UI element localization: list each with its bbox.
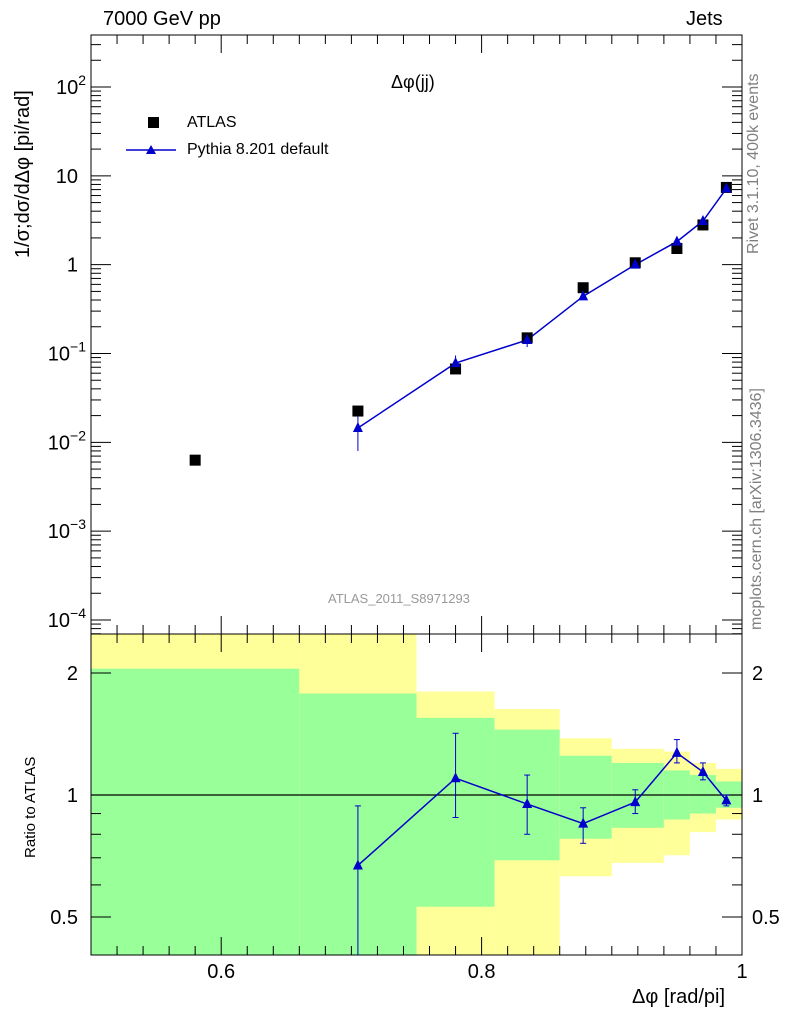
pythia-data-point (578, 290, 589, 301)
ratio-band-inner-0 (91, 668, 300, 955)
pythia-data-point (522, 333, 533, 344)
ratio-y-tick-label: 2 (67, 663, 78, 685)
main-y-tick-label: 10−4 (48, 605, 86, 632)
atlas-data-point (450, 363, 462, 375)
x-tick-label: 1 (736, 961, 747, 983)
ratio-pythia-line (357, 751, 727, 867)
main-y-tick-label: 10 (56, 166, 78, 188)
header-left: 7000 GeV pp (103, 8, 221, 30)
ratio-band-inner-7 (689, 775, 716, 814)
legend-atlas-label: ATLAS (187, 114, 237, 131)
atlas-data-point (671, 243, 683, 255)
pythia-data-point (671, 235, 682, 246)
atlas-data-point (577, 282, 589, 294)
ratio-y-tick-label-right: 1 (752, 785, 763, 807)
main-y-tick-label: 10−2 (48, 427, 86, 454)
atlas-data-point (189, 454, 201, 466)
ratio-pythia-point (522, 798, 533, 809)
ratio-pythia-point (721, 794, 732, 805)
main-y-tick-label: 10−1 (48, 339, 86, 366)
legend-pythia-label: Pythia 8.201 default (187, 141, 329, 158)
x-tick-label: 0.6 (207, 961, 235, 983)
ratio-y-tick-label-right: 2 (752, 663, 763, 685)
plot-title: Δφ(jj) (391, 72, 435, 92)
analysis-label: ATLAS_2011_S8971293 (328, 591, 470, 606)
header-right: Jets (686, 8, 723, 30)
main-y-tick-label: 102 (56, 72, 86, 99)
ratio-y-tick-label: 0.5 (50, 907, 78, 929)
ratio-pythia-point (630, 796, 641, 807)
pythia-data-point (450, 357, 461, 368)
pythia-data-point (721, 182, 732, 193)
x-axis-label: Δφ [rad/pi] (632, 986, 726, 1008)
x-tick-label: 0.8 (468, 961, 496, 983)
pythia-line (357, 188, 727, 429)
pythia-data-point (352, 421, 363, 432)
atlas-data-point (352, 405, 364, 417)
ratio-pythia-point (578, 817, 589, 828)
ratio-pythia-point (697, 765, 708, 776)
pythia-data-point (697, 215, 708, 226)
main-y-tick-label: 10−3 (48, 516, 86, 543)
legend-atlas-marker (148, 117, 159, 128)
ratio-y-tick-label: 1 (67, 785, 78, 807)
pythia-data-point (630, 258, 641, 269)
main-frame (90, 34, 743, 635)
main-y-tick-label: 1 (67, 255, 78, 277)
ratio-pythia-point (450, 772, 461, 783)
ratio-pythia-point (352, 859, 363, 870)
ratio-pythia-point (671, 746, 682, 757)
legend-pythia-marker (126, 145, 176, 154)
ratio-y-tick-label-right: 0.5 (752, 907, 780, 929)
